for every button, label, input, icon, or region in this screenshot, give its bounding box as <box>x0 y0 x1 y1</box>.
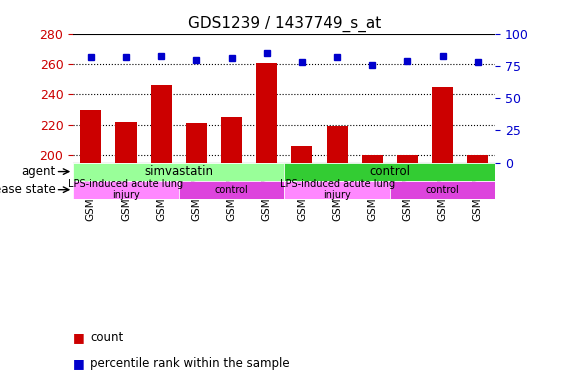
Text: control: control <box>215 185 248 195</box>
Bar <box>397 155 418 375</box>
Text: LPS-induced acute lung
injury: LPS-induced acute lung injury <box>69 179 184 201</box>
Bar <box>292 146 312 375</box>
Text: ■: ■ <box>73 357 85 370</box>
Bar <box>221 117 242 375</box>
Text: agent: agent <box>21 165 56 178</box>
Text: count: count <box>90 331 123 344</box>
Text: LPS-induced acute lung
injury: LPS-induced acute lung injury <box>280 179 395 201</box>
Text: simvastatin: simvastatin <box>144 165 213 178</box>
Bar <box>362 155 383 375</box>
Bar <box>467 155 488 375</box>
Text: control: control <box>426 185 459 195</box>
Bar <box>80 110 101 375</box>
Text: ■: ■ <box>73 331 85 344</box>
Bar <box>432 87 453 375</box>
Bar <box>151 85 172 375</box>
FancyBboxPatch shape <box>390 181 495 199</box>
Bar <box>327 126 347 375</box>
Bar <box>256 63 277 375</box>
FancyBboxPatch shape <box>284 162 495 181</box>
FancyBboxPatch shape <box>179 181 284 199</box>
Bar <box>115 122 136 375</box>
FancyBboxPatch shape <box>284 181 390 199</box>
FancyBboxPatch shape <box>73 162 284 181</box>
FancyBboxPatch shape <box>73 181 179 199</box>
Text: percentile rank within the sample: percentile rank within the sample <box>90 357 290 370</box>
Title: GDS1239 / 1437749_s_at: GDS1239 / 1437749_s_at <box>187 16 381 32</box>
Bar <box>186 123 207 375</box>
Text: disease state: disease state <box>0 183 56 196</box>
Text: control: control <box>369 165 410 178</box>
